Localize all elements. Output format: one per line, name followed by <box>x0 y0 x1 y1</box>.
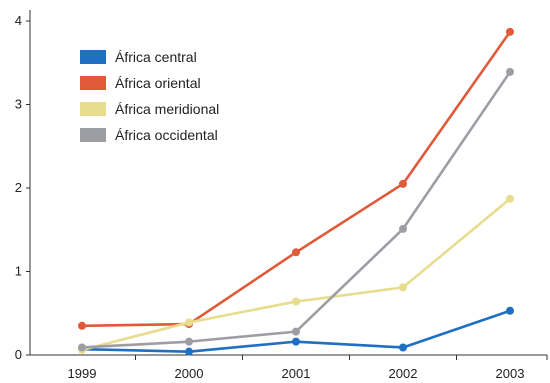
legend-swatch <box>80 102 106 116</box>
data-point <box>185 318 193 327</box>
x-tick-label: 2001 <box>282 366 311 381</box>
data-point <box>506 194 514 203</box>
y-tick-label: 2 <box>15 180 22 195</box>
series-2 <box>78 194 514 354</box>
legend-swatch <box>80 128 106 142</box>
data-point <box>399 179 407 188</box>
y-tick-label: 4 <box>15 13 22 28</box>
x-tick-label: 2000 <box>175 366 204 381</box>
data-point <box>292 337 300 346</box>
legend: África central África oriental África meri… <box>80 49 219 143</box>
series-line <box>81 197 511 352</box>
legend-label: África occidental <box>115 127 218 143</box>
x-tick-label: 2002 <box>389 366 418 381</box>
legend-label: África meridional <box>115 101 219 117</box>
axes: 0 1 2 3 4 1999 2000 2001 2002 2003 <box>15 10 548 381</box>
legend-swatch <box>80 76 106 90</box>
data-point <box>399 283 407 292</box>
data-point <box>506 27 514 36</box>
data-point <box>506 67 514 76</box>
legend-label: África central <box>115 49 197 65</box>
data-point <box>185 347 193 356</box>
data-point <box>78 343 86 352</box>
data-point <box>399 343 407 352</box>
series-1 <box>78 27 514 330</box>
y-tick-label: 0 <box>15 347 22 362</box>
data-point <box>292 248 300 257</box>
series-3 <box>78 67 514 352</box>
legend-swatch <box>80 50 106 64</box>
data-point <box>506 306 514 315</box>
data-point <box>292 327 300 336</box>
data-point <box>185 337 193 346</box>
x-tick-label: 2003 <box>496 366 525 381</box>
legend-label: África oriental <box>115 75 201 91</box>
series-layer <box>78 27 514 356</box>
data-point <box>292 297 300 306</box>
data-point <box>399 224 407 233</box>
data-point <box>78 321 86 330</box>
x-tick-label: 1999 <box>68 366 97 381</box>
y-tick-label: 1 <box>15 264 22 279</box>
y-tick-label: 3 <box>15 97 22 112</box>
